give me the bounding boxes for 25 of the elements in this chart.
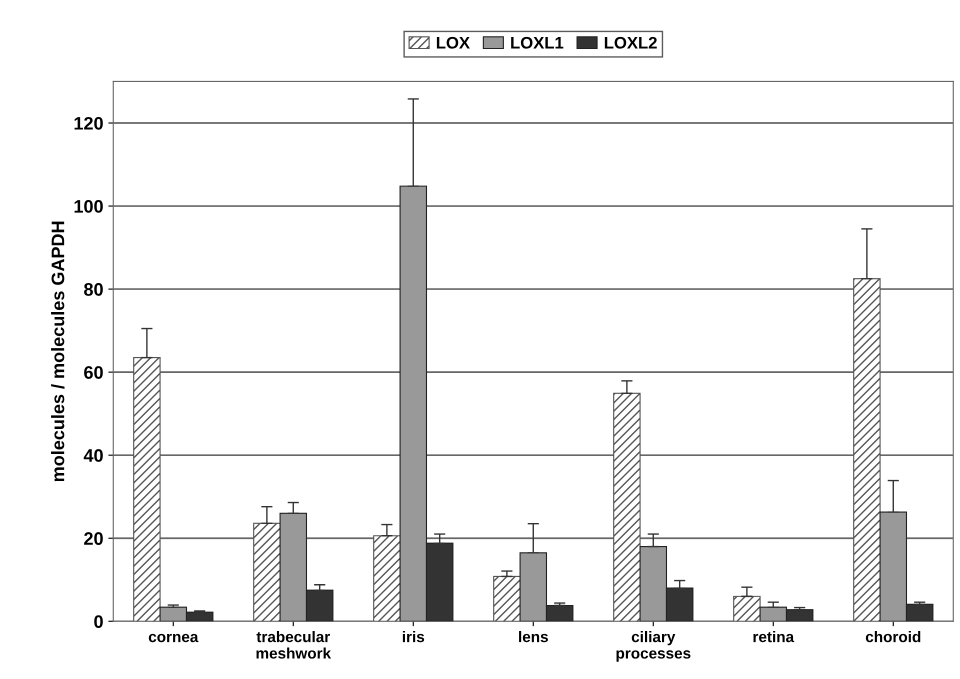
- legend-label: LOXL2: [604, 36, 657, 49]
- bar: [133, 357, 161, 622]
- y-tick-label: 100: [74, 200, 103, 213]
- x-tick-label: cornea: [148, 634, 198, 642]
- y-axis-title: molecules / molecules GAPDH: [51, 222, 64, 482]
- x-tick-label: ciliary processes: [616, 631, 690, 662]
- y-tick-label: 120: [74, 116, 103, 130]
- bar: [493, 576, 521, 622]
- legend-label: LOXL1: [511, 36, 564, 49]
- bar: [733, 596, 761, 622]
- x-tick-label: choroid: [866, 631, 920, 642]
- bar: [373, 535, 401, 622]
- bar: [253, 522, 281, 622]
- x-tick-label: trabecular meshwork: [256, 631, 332, 659]
- legend-label: LOX: [436, 36, 470, 49]
- x-tick-label: retina: [753, 631, 794, 642]
- bar: [853, 278, 881, 622]
- y-tick-label: 40: [84, 449, 103, 462]
- bar: [613, 392, 641, 622]
- x-tick-label: iris: [402, 631, 424, 642]
- x-tick-label: lens: [519, 631, 548, 642]
- y-tick-label: 60: [84, 366, 103, 379]
- y-tick-label: 0: [94, 615, 103, 628]
- y-tick-label: 80: [84, 283, 103, 296]
- y-tick-label: 20: [84, 532, 103, 545]
